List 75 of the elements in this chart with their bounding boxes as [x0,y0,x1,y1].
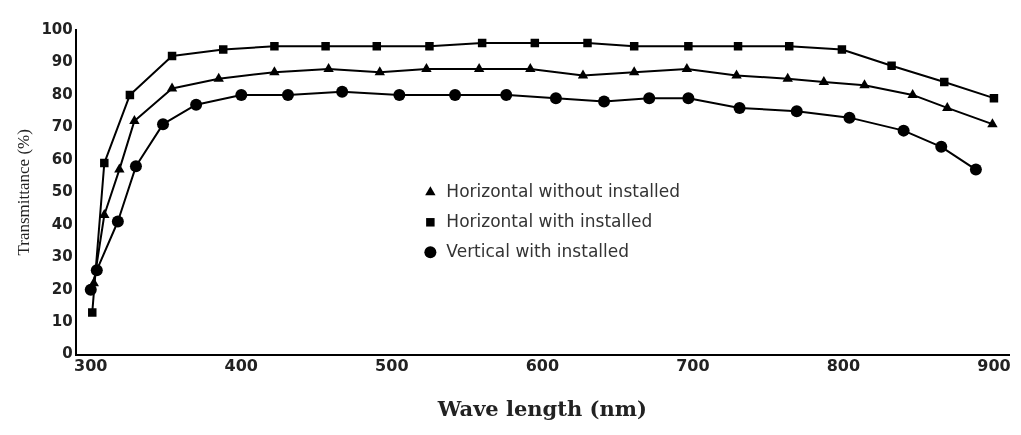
point [129,114,140,124]
y-tick-label: 0 [62,344,73,363]
point [270,41,279,51]
point [859,79,870,89]
point [790,105,803,118]
point [818,75,830,85]
point [281,88,294,101]
point [907,88,918,98]
y-tick-label: 30 [51,247,73,266]
y-tick-label: 50 [51,182,73,201]
x-tick-label: 500 [375,356,409,376]
point [374,66,385,76]
legend-label: Vertical with installed [446,240,630,261]
y-tick-label: 70 [51,117,73,136]
point [421,62,432,72]
y-tick-label: 10 [51,312,73,331]
legend-label: Horizontal with installed [446,210,653,231]
point [99,209,110,219]
point [733,101,746,114]
x-tick-label: 600 [525,356,560,376]
y-tick-label: 20 [51,279,73,298]
y-tick-label: 60 [51,149,73,168]
point [897,124,910,137]
point [235,88,248,101]
point [321,41,330,51]
point [88,308,97,317]
x-axis-title: Wave length (nm) [436,395,647,421]
point [643,92,656,105]
point [425,41,434,51]
y-tick-label: 40 [51,214,73,233]
point [166,82,178,92]
point [583,38,592,48]
point [111,215,124,228]
point [969,163,982,176]
point [269,66,280,76]
y-tick-label: 80 [51,84,73,103]
point [628,66,640,76]
point [731,69,742,79]
point [577,69,589,79]
x-tick-label: 300 [74,356,108,376]
x-tick-label: 900 [977,356,1011,376]
point [190,98,203,111]
x-tick-label: 400 [224,356,258,376]
point [218,45,228,54]
point [681,62,693,72]
x-tick-label: 700 [676,356,710,376]
y-tick-label: 100 [41,19,73,38]
point [837,45,847,54]
point [129,160,142,173]
point [449,88,462,101]
point [114,163,125,173]
point [782,72,793,82]
point [935,140,948,153]
point [887,61,896,70]
point [987,118,998,128]
point [682,92,695,105]
point [843,111,856,124]
point [100,158,109,168]
point [323,62,334,72]
point [525,62,536,72]
x-tick-label: 800 [826,356,861,376]
y-tick-label: 90 [51,52,73,71]
y-axis-title: Transmittance (%) [13,129,33,256]
point [940,77,949,87]
point [393,88,406,101]
point [213,72,224,82]
point [473,62,485,72]
point [684,41,693,51]
point [500,88,513,101]
point [942,101,953,111]
point [549,92,562,105]
point [157,118,170,131]
point [598,95,611,108]
legend-label: Horizontal without installed [446,180,681,201]
point [336,85,349,98]
